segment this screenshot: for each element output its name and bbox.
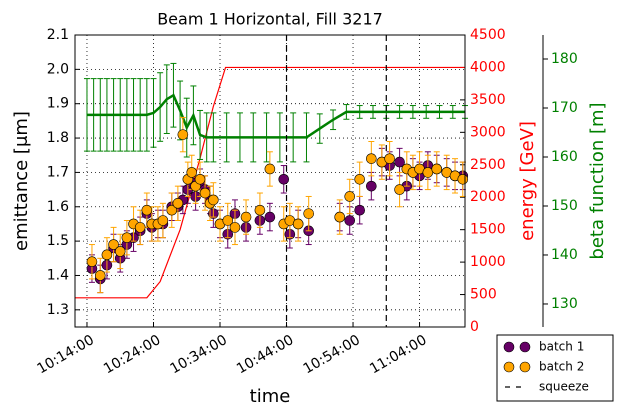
y2-tick-label: 3500 bbox=[470, 92, 506, 108]
point bbox=[114, 246, 126, 257]
point bbox=[108, 239, 119, 250]
y-tick-label: 1.8 bbox=[47, 130, 69, 146]
y2-tick-label: 1500 bbox=[470, 222, 506, 238]
point bbox=[384, 153, 395, 164]
y2-tick-label: 500 bbox=[470, 287, 497, 303]
legend-label: batch 2 bbox=[539, 360, 584, 374]
legend-key bbox=[503, 341, 515, 353]
point bbox=[394, 184, 405, 195]
point bbox=[141, 204, 153, 216]
point bbox=[254, 204, 266, 216]
chart-title: Beam 1 Horizontal, Fill 3217 bbox=[157, 10, 383, 29]
y-tick-label: 1.4 bbox=[47, 267, 69, 283]
point bbox=[303, 208, 314, 219]
point bbox=[86, 256, 98, 268]
point bbox=[177, 129, 189, 140]
legend-key bbox=[519, 361, 531, 373]
y-tick-label: 2.0 bbox=[47, 61, 69, 77]
point bbox=[431, 163, 443, 175]
y2-tick-label: 3000 bbox=[470, 124, 506, 140]
point bbox=[457, 173, 469, 185]
point bbox=[166, 204, 178, 216]
y3-tick-label: 170 bbox=[551, 100, 578, 116]
y-tick-label: 1.7 bbox=[47, 164, 69, 180]
point bbox=[222, 215, 234, 226]
y3-tick-label: 130 bbox=[551, 296, 578, 312]
point bbox=[199, 187, 211, 199]
beta-line bbox=[86, 93, 465, 139]
x-axis-label: time bbox=[250, 386, 291, 405]
point bbox=[94, 270, 106, 281]
point bbox=[264, 163, 276, 175]
point bbox=[334, 211, 346, 223]
point bbox=[240, 211, 252, 223]
y2-tick-label: 4500 bbox=[470, 27, 506, 43]
y-tick-label: 1.3 bbox=[47, 302, 69, 318]
y3-tick-label: 180 bbox=[551, 51, 578, 67]
y2-tick-label: 2000 bbox=[470, 189, 506, 205]
legend-label: batch 1 bbox=[539, 340, 584, 354]
y-tick-label: 1.5 bbox=[47, 233, 69, 249]
y2-axis-label: energy [GeV] bbox=[517, 121, 538, 241]
y3-tick-label: 140 bbox=[551, 247, 578, 263]
point bbox=[194, 173, 206, 185]
point bbox=[344, 191, 356, 202]
point bbox=[394, 156, 405, 168]
legend-key bbox=[503, 361, 515, 373]
point bbox=[172, 198, 184, 209]
point bbox=[264, 211, 276, 223]
legend-label: squeeze bbox=[539, 380, 589, 394]
y2-tick-label: 2500 bbox=[470, 157, 506, 173]
point bbox=[354, 173, 365, 185]
point bbox=[366, 153, 377, 164]
point bbox=[354, 204, 365, 216]
y-tick-label: 1.6 bbox=[47, 199, 69, 215]
point bbox=[344, 215, 356, 226]
point bbox=[292, 218, 304, 230]
legend bbox=[496, 334, 614, 402]
y-axis-label: emittance [μm] bbox=[11, 111, 32, 251]
y3-tick-label: 160 bbox=[551, 149, 578, 165]
y2-tick-label: 0 bbox=[470, 319, 479, 335]
point bbox=[157, 215, 169, 226]
y2-tick-label: 1000 bbox=[470, 254, 506, 270]
point bbox=[278, 173, 290, 185]
y-tick-label: 2.1 bbox=[47, 27, 69, 43]
point bbox=[366, 180, 377, 192]
point bbox=[101, 249, 113, 261]
point bbox=[208, 194, 219, 206]
y2-tick-label: 4000 bbox=[470, 59, 506, 75]
plot-frame bbox=[74, 34, 466, 328]
point bbox=[121, 232, 133, 243]
y3-tick-label: 150 bbox=[551, 198, 578, 214]
point bbox=[134, 222, 146, 233]
point bbox=[186, 167, 198, 178]
legend-key bbox=[519, 341, 531, 353]
point bbox=[422, 167, 434, 178]
y3-axis-label: beta function [m] bbox=[587, 102, 608, 259]
point bbox=[229, 222, 241, 233]
y-tick-label: 1.9 bbox=[47, 96, 69, 112]
